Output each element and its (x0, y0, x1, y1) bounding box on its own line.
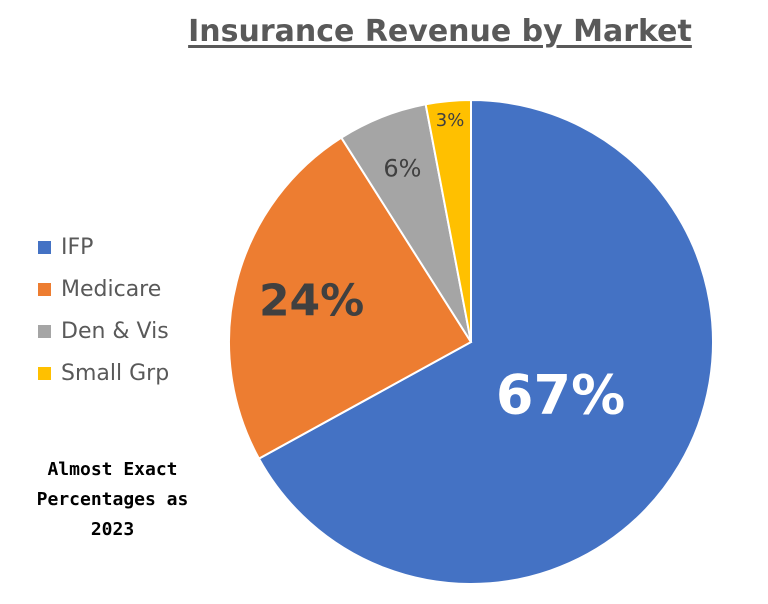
legend-swatch (38, 240, 51, 254)
annotation-line: Percentages as (36, 489, 189, 510)
legend-label: Medicare (61, 276, 162, 302)
pie-slice-medicare (228, 136, 473, 460)
legend-item-ifp: IFP (38, 226, 169, 268)
annotation-line: 2023 (90, 519, 135, 540)
legend-swatch (38, 324, 51, 338)
pie-slice-ifp (257, 98, 714, 585)
legend-label: Den & Vis (61, 318, 169, 344)
chart-title: Insurance Revenue by Market (188, 14, 692, 49)
legend-swatch (38, 282, 51, 296)
data-label-den-vis: 6% (383, 155, 421, 183)
data-label-ifp: 67% (496, 363, 625, 426)
data-label-medicare: 24% (259, 276, 364, 327)
legend-label: Small Grp (61, 360, 170, 386)
legend-label: IFP (61, 234, 94, 260)
legend-item-medicare: Medicare (38, 268, 169, 310)
data-label-small-grp: 3% (436, 110, 465, 131)
legend: IFP Medicare Den & Vis Small Grp (38, 226, 169, 394)
legend-item-den-vis: Den & Vis (38, 310, 169, 352)
pie-slice-small-grp (424, 98, 472, 343)
legend-swatch (38, 366, 51, 380)
annotation-line: Almost Exact (47, 459, 178, 480)
legend-item-small-grp: Small Grp (38, 352, 169, 394)
annotation: Almost Exact Percentages as 2023 (10, 455, 215, 545)
